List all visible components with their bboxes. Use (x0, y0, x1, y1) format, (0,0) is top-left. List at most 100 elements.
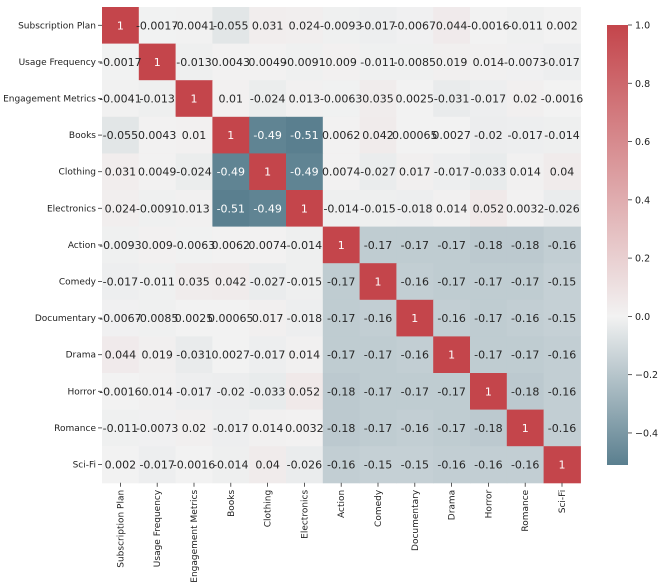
heatmap-cell (249, 226, 287, 264)
heatmap-cell (102, 299, 140, 337)
heatmap-cell (506, 116, 545, 154)
cell-value-label: -0.17 (437, 385, 465, 398)
heatmap-cell (322, 409, 361, 447)
cell-value-label: -0.017 (360, 19, 395, 32)
cell-value-label: 0.019 (436, 56, 468, 69)
heatmap-cell (249, 373, 287, 411)
heatmap-cell (470, 409, 508, 447)
cell-value-label: 0.0049 (248, 56, 287, 69)
heatmap-cell (102, 446, 140, 484)
heatmap-cell (433, 263, 471, 301)
cell-value-label: -0.18 (474, 239, 502, 252)
heatmap-cell (138, 263, 177, 301)
cell-value-label: 0.002 (105, 459, 137, 472)
cell-value-label: -0.0041 (173, 19, 215, 32)
cell-value-label: -0.0073 (136, 422, 178, 435)
cell-value-label: -0.011 (139, 276, 174, 289)
heatmap-cell (138, 43, 177, 81)
x-tick-label: Books (227, 489, 237, 516)
heatmap-cell (543, 43, 581, 81)
x-tick-label: Action (337, 490, 347, 518)
cell-value-label: 0.013 (178, 202, 210, 215)
heatmap-cell (138, 299, 177, 337)
heatmap-cell (212, 226, 250, 264)
cell-value-label: -0.17 (364, 422, 392, 435)
heatmap-cell (249, 299, 287, 337)
cell-value-label: -0.0016 (541, 93, 583, 106)
heatmap-cell (138, 226, 177, 264)
y-axis-tick-labels: Subscription Plan Usage Frequency Engageme… (3, 21, 102, 471)
cell-value-label: 1 (559, 459, 566, 472)
colorbar-tick-label: 0.4 (635, 195, 650, 206)
y-tick-label: Subscription Plan (18, 21, 96, 31)
heatmap-cell (543, 373, 581, 411)
cell-value-label: -0.16 (437, 459, 465, 472)
heatmap-cell (506, 299, 545, 337)
heatmap-cells (102, 7, 581, 484)
heatmap-cell (359, 373, 397, 411)
heatmap-cell (286, 446, 324, 484)
heatmap-cell (359, 336, 397, 374)
cell-value-label: 0.031 (252, 19, 284, 32)
heatmap-cell (322, 299, 361, 337)
cell-value-label: 0.0062 (322, 129, 361, 142)
cell-value-label: 0.044 (436, 19, 468, 32)
heatmap-cell (359, 263, 397, 301)
cell-value-label: -0.16 (511, 312, 539, 325)
colorbar-tick-label: 0.2 (635, 254, 650, 265)
cell-value-label: -0.017 (250, 349, 285, 362)
cell-value-label: 0.024 (289, 19, 321, 32)
cell-value-label: 0.0049 (138, 166, 177, 179)
cell-value-label: -0.013 (139, 93, 174, 106)
heatmap-cell (322, 263, 361, 301)
cell-value-label: -0.0016 (99, 385, 141, 398)
heatmap-cell (212, 116, 250, 154)
cell-value-label: -0.026 (544, 202, 579, 215)
cell-value-label: 0.042 (215, 276, 247, 289)
heatmap-cell (396, 373, 434, 411)
heatmap-cell (138, 336, 177, 374)
cell-value-label: -0.49 (217, 166, 245, 179)
cell-value-label: 0.009 (141, 239, 173, 252)
cell-value-label: -0.024 (250, 93, 285, 106)
heatmap-cell (470, 263, 508, 301)
heatmap-cell (396, 446, 434, 484)
x-tick-label: Romance (521, 489, 531, 531)
cell-value-label: -0.17 (327, 312, 355, 325)
cell-value-label: -0.0017 (99, 56, 141, 69)
cell-value-label: -0.014 (323, 202, 358, 215)
cell-value-label: -0.0091 (283, 56, 325, 69)
cell-value-label: 0.042 (362, 129, 394, 142)
heatmap-cell (286, 226, 324, 264)
cell-value-label: 1 (485, 385, 492, 398)
cell-value-label: -0.014 (287, 239, 322, 252)
cell-value-label: 0.00065 (208, 312, 254, 325)
cell-value-label: 0.009 (325, 56, 357, 69)
heatmap-cell (543, 409, 581, 447)
heatmap-cell (470, 7, 508, 45)
cell-value-label: -0.0063 (320, 93, 362, 106)
heatmap-cell (286, 153, 324, 191)
y-tick-label: Clothing (59, 168, 96, 178)
cell-value-label: -0.013 (176, 56, 211, 69)
x-tick-label: Documentary (411, 489, 421, 551)
heatmap-cell (433, 336, 471, 374)
cell-value-label: 0.02 (513, 93, 538, 106)
y-tick-label: Engagement Metrics (3, 95, 96, 105)
cell-value-label: -0.0091 (136, 202, 178, 215)
colorbar-tick-label: 1.0 (635, 21, 650, 32)
heatmap-cell (249, 153, 287, 191)
cell-value-label: -0.17 (511, 349, 539, 362)
heatmap-cell (212, 80, 250, 118)
cell-value-label: -0.02 (217, 385, 245, 398)
cell-value-label: -0.18 (511, 239, 539, 252)
heatmap-cell (543, 116, 581, 154)
cell-value-label: -0.0016 (173, 459, 215, 472)
heatmap-cell (175, 190, 213, 228)
heatmap-cell (470, 336, 508, 374)
x-tick-label: Horror (484, 490, 494, 519)
heatmap-cell (286, 299, 324, 337)
cell-value-label: -0.16 (548, 349, 576, 362)
heatmap-cell (102, 116, 140, 154)
heatmap-cell (175, 116, 213, 154)
